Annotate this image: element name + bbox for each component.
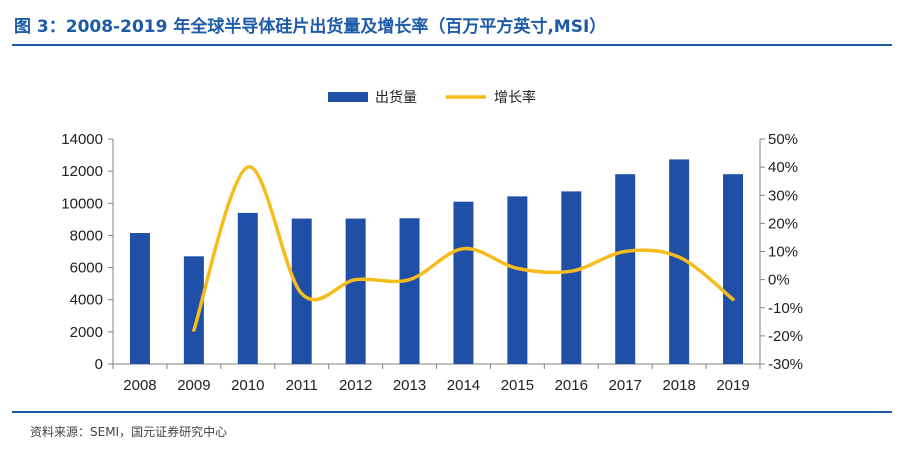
x-tick-label: 2010	[231, 377, 264, 394]
bar	[399, 218, 420, 364]
x-tick-label: 2012	[339, 377, 372, 394]
x-tick-label: 2011	[286, 377, 318, 394]
bar	[453, 201, 474, 364]
y-left-tick-label: 8000	[70, 227, 103, 244]
bar	[561, 191, 582, 364]
x-tick-label: 2009	[177, 377, 210, 394]
x-tick-label: 2014	[447, 377, 480, 394]
bar	[723, 174, 744, 364]
y-left-tick-label: 10000	[61, 195, 103, 212]
x-tick-label: 2019	[716, 377, 749, 394]
legend-label-bar: 出货量	[375, 89, 417, 105]
bar	[507, 196, 528, 364]
x-tick-label: 2016	[555, 377, 588, 394]
y-right-tick-label: -30%	[768, 356, 803, 373]
source-note: 资料来源：SEMI，国元证券研究中心	[30, 425, 228, 439]
x-tick-label: 2008	[123, 377, 156, 394]
y-right-tick-label: 30%	[768, 187, 798, 204]
title-divider	[12, 44, 892, 46]
y-right-tick-label: 50%	[768, 131, 798, 148]
y-right-tick-label: 10%	[768, 244, 798, 261]
y-right-tick-label: 40%	[768, 159, 798, 176]
chart-axes: 0 2000 4000 6000 8000 10000 12000 14000 -30% -20%…	[61, 131, 803, 394]
x-tick-label: 2015	[501, 377, 534, 394]
y-left-tick-label: 2000	[70, 324, 103, 341]
y-right-tick-label: -20%	[768, 328, 803, 345]
bar	[129, 233, 150, 364]
chart-legend: 出货量 增长率	[328, 89, 536, 105]
y-left-tick-label: 4000	[70, 292, 103, 309]
figure-title: 图 3：2008-2019 年全球半导体硅片出货量及增长率（百万平方英寸,MSI…	[14, 17, 607, 37]
bar	[345, 218, 366, 364]
y-right-tick-label: -10%	[768, 300, 803, 317]
bar	[615, 174, 636, 364]
y-right-tick-label: 0%	[768, 272, 790, 289]
bar	[183, 256, 204, 364]
y-left-tick-label: 6000	[70, 260, 103, 277]
bar	[669, 159, 690, 364]
growth-line	[192, 165, 735, 332]
line-series	[192, 165, 735, 332]
y-right-tick-label: 20%	[768, 215, 798, 232]
y-left-tick-label: 12000	[61, 163, 103, 180]
bar	[237, 212, 258, 364]
legend-swatch-bar	[328, 92, 368, 102]
x-tick-label: 2018	[662, 377, 695, 394]
footer-divider	[12, 411, 892, 413]
x-tick-label: 2017	[609, 377, 642, 394]
legend-label-line: 增长率	[494, 89, 536, 105]
y-left-tick-label: 0	[95, 356, 103, 373]
x-tick-label: 2013	[393, 377, 426, 394]
bar-series	[129, 159, 744, 364]
y-left-tick-label: 14000	[61, 131, 103, 148]
